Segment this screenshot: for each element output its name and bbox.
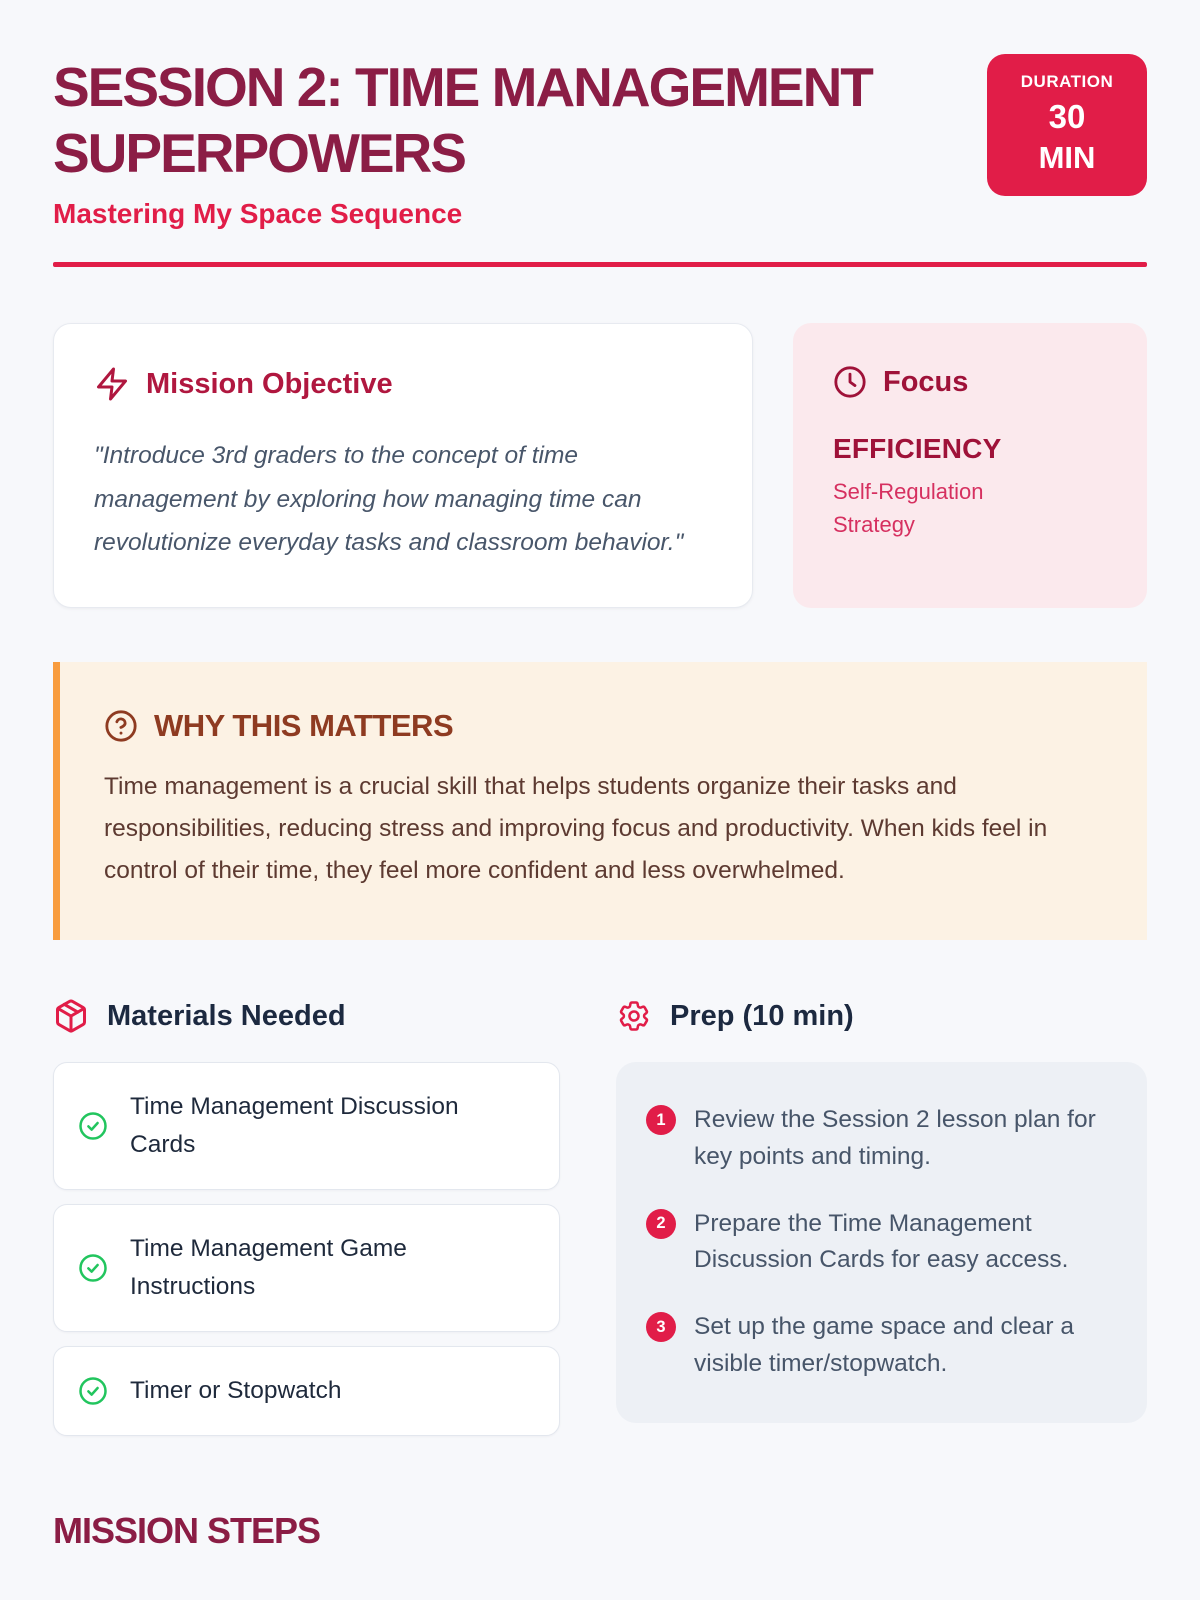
duration-badge: DURATION 30 MIN: [987, 54, 1147, 196]
duration-unit: MIN: [1038, 140, 1096, 175]
lightning-icon: [94, 366, 130, 402]
lesson-plan-page: SESSION 2: TIME MANAGEMENT SUPERPOWERS M…: [53, 54, 1147, 1552]
mission-steps-title: MISSION STEPS: [53, 1510, 321, 1552]
prep-title: Prep (10 min): [670, 999, 854, 1032]
why-heading: WHY THIS MATTERS: [104, 708, 1103, 744]
question-circle-icon: [104, 709, 138, 743]
duration-value: 30: [1048, 98, 1086, 135]
focus-heading: Focus: [833, 365, 1107, 399]
check-circle-icon: [78, 1253, 108, 1283]
mission-objective-title: Mission Objective: [146, 367, 393, 400]
focus-subvalue: Self-Regulation Strategy: [833, 479, 984, 537]
why-this-matters-section: WHY THIS MATTERS Time management is a cr…: [53, 661, 1147, 941]
header-divider: [53, 262, 1147, 267]
prep-section: Prep (10 min) 1 Review the Session 2 les…: [616, 998, 1147, 1423]
prep-step: 1 Review the Session 2 lesson plan for k…: [646, 1102, 1117, 1176]
focus-card: Focus EFFICIENCY Self-Regulation Strateg…: [793, 323, 1147, 608]
mission-objective-heading: Mission Objective: [94, 366, 712, 402]
prep-step-text: Review the Session 2 lesson plan for key…: [694, 1106, 1096, 1170]
header: SESSION 2: TIME MANAGEMENT SUPERPOWERS M…: [53, 54, 1147, 230]
why-title: WHY THIS MATTERS: [154, 707, 454, 743]
check-circle-icon: [78, 1111, 108, 1141]
mission-objective-card: Mission Objective "Introduce 3rd graders…: [53, 323, 753, 608]
gear-icon: [616, 998, 652, 1034]
title-block: SESSION 2: TIME MANAGEMENT SUPERPOWERS M…: [53, 54, 933, 230]
why-text: Time management is a crucial skill that …: [104, 772, 1048, 885]
materials-heading: Materials Needed: [53, 998, 560, 1034]
prep-steps-panel: 1 Review the Session 2 lesson plan for k…: [616, 1062, 1147, 1423]
clock-icon: [833, 365, 867, 399]
material-item: Time Management Discussion Cards: [53, 1062, 560, 1191]
page-subtitle: Mastering My Space Sequence: [53, 198, 463, 229]
mission-objective-text: "Introduce 3rd graders to the concept of…: [94, 442, 684, 557]
objective-focus-row: Mission Objective "Introduce 3rd graders…: [53, 323, 1147, 608]
package-icon: [53, 998, 89, 1034]
materials-section: Materials Needed Time Management Discuss…: [53, 998, 560, 1437]
prep-step-text: Set up the game space and clear a visibl…: [694, 1313, 1075, 1377]
materials-prep-row: Materials Needed Time Management Discuss…: [53, 998, 1147, 1437]
duration-label: DURATION: [1020, 72, 1114, 91]
focus-title: Focus: [883, 365, 969, 398]
prep-step-text: Prepare the Time Management Discussion C…: [694, 1209, 1069, 1274]
check-circle-icon: [78, 1376, 108, 1406]
materials-title: Materials Needed: [107, 999, 346, 1032]
material-item: Timer or Stopwatch: [53, 1346, 560, 1437]
step-number-badge: 2: [646, 1208, 676, 1239]
material-item-label: Timer or Stopwatch: [130, 1377, 342, 1405]
prep-step: 3 Set up the game space and clear a visi…: [646, 1309, 1117, 1383]
material-item: Time Management Game Instructions: [53, 1204, 560, 1333]
prep-step: 2 Prepare the Time Management Discussion…: [646, 1206, 1117, 1280]
focus-value: EFFICIENCY: [833, 433, 1002, 464]
page-title: SESSION 2: TIME MANAGEMENT SUPERPOWERS: [53, 56, 874, 184]
prep-heading: Prep (10 min): [616, 998, 1147, 1034]
material-item-label: Time Management Discussion Cards: [130, 1093, 459, 1159]
step-number-badge: 3: [646, 1312, 676, 1343]
step-number-badge: 1: [646, 1105, 676, 1136]
material-item-label: Time Management Game Instructions: [130, 1235, 407, 1301]
materials-list: Time Management Discussion Cards Time Ma…: [53, 1062, 560, 1437]
